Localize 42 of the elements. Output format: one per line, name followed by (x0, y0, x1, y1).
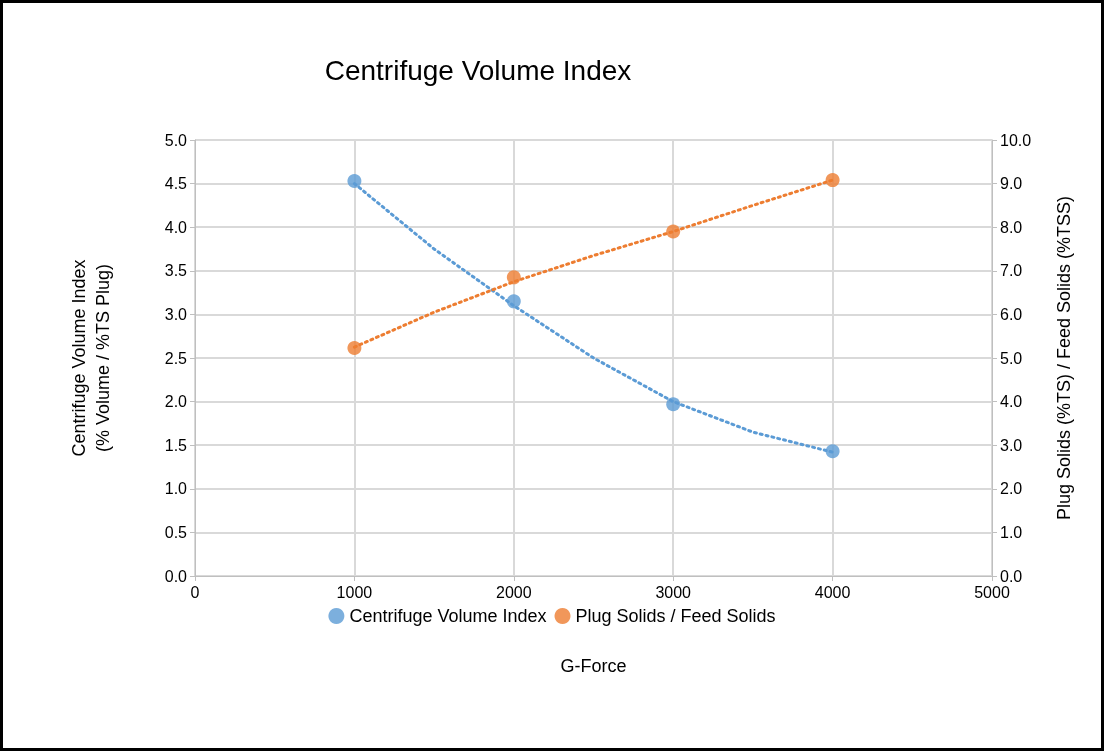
point (506, 270, 521, 285)
y-tick-label: 3.0 (164, 305, 188, 323)
x-tick-label: 5000 (974, 583, 1010, 601)
x-axis-title: G-Force (560, 656, 627, 676)
y2-tick-label: 9.0 (1000, 175, 1023, 193)
x-tick-label: 2000 (496, 583, 532, 601)
y2-axis-title: Plug Solids (%TS) / Feed Solids (%TSS) (1054, 195, 1074, 521)
chart-title: Centrifuge Volume Index (324, 54, 632, 86)
y2-tick-label: 0.0 (1000, 567, 1023, 585)
y-tick-label: 5.0 (164, 131, 188, 149)
point (666, 224, 681, 239)
y2-tick-label: 1.0 (1000, 523, 1023, 541)
x-tick-label: 3000 (655, 583, 692, 601)
y2-tick-label: 4.0 (1000, 393, 1023, 411)
point (347, 173, 362, 188)
y-tick-label: 2.5 (164, 349, 188, 367)
y-tick-label: 4.5 (164, 175, 188, 193)
x-tick-label: 4000 (814, 583, 851, 601)
y-tick-label: 1.5 (164, 436, 188, 454)
point (666, 397, 681, 412)
y-axis-title: Centrifuge Volume Index (% Volume / %TS Plug) (69, 259, 113, 457)
y2-tick-label: 7.0 (1000, 262, 1023, 280)
legend-label: Centrifuge Volume Index (349, 606, 547, 626)
legend-label: Plug Solids / Feed Solids (575, 606, 776, 626)
y-tick-label: 1.0 (164, 480, 188, 498)
y-tick-label: 0.5 (164, 523, 188, 541)
point (825, 173, 840, 188)
point (825, 444, 840, 459)
y-tick-label: 2.0 (164, 393, 188, 411)
y2-tick-label: 6.0 (1000, 305, 1023, 323)
y-tick-label: 4.0 (164, 218, 188, 236)
y2-tick-label: 8.0 (1000, 218, 1023, 236)
y-tick-label: 0.0 (164, 567, 188, 585)
y2-tick-label: 2.0 (1000, 480, 1023, 498)
y2-tick-label: 5.0 (1000, 349, 1023, 367)
y2-tick-label: 10.0 (1000, 131, 1032, 149)
x-tick-label: 0 (190, 583, 200, 601)
y2-tick-label: 3.0 (1000, 436, 1023, 454)
y-tick-label: 3.5 (164, 262, 188, 280)
point (347, 340, 362, 355)
point (506, 294, 521, 309)
x-tick-label: 1000 (336, 583, 373, 601)
